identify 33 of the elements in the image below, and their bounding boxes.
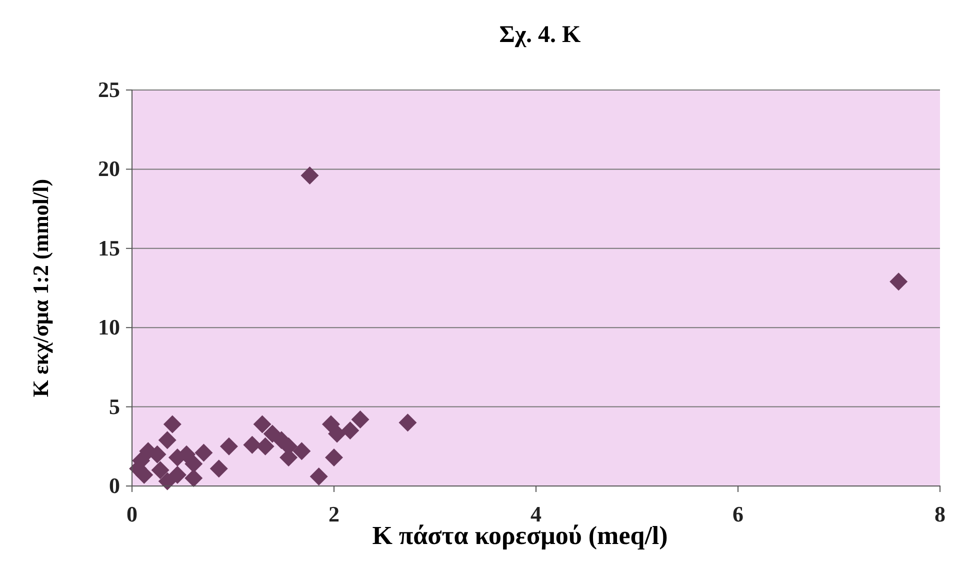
point [210, 460, 228, 478]
point [292, 442, 311, 460]
y-tick-label: 20 [98, 156, 120, 182]
y-tick-label: 15 [98, 235, 120, 260]
point [253, 415, 272, 434]
point [158, 472, 176, 490]
chart-title: Σχ. 4. K [499, 22, 582, 48]
x-tick-label: 0 [126, 502, 138, 527]
point [351, 410, 370, 428]
y-axis-title: K εκχ/σμα 1:2 (mmol/l) [28, 178, 53, 398]
point [194, 444, 213, 462]
x-tick-label: 6 [732, 502, 744, 527]
point [398, 414, 417, 432]
y-tick-label: 10 [98, 314, 120, 340]
x-tick-label: 8 [934, 502, 946, 527]
point [325, 448, 343, 466]
point [328, 424, 346, 443]
x-tick-label: 2 [328, 502, 340, 527]
y-tick-label: 0 [109, 473, 120, 498]
point [168, 466, 186, 484]
point [310, 467, 328, 486]
point [300, 166, 319, 185]
point [256, 437, 274, 456]
y-tick-label: 5 [109, 394, 120, 419]
point [220, 437, 238, 456]
point [341, 422, 360, 440]
point [163, 415, 182, 434]
point [184, 469, 203, 488]
point [151, 461, 170, 480]
y-tick-label: 25 [98, 77, 120, 102]
point [890, 272, 908, 291]
point [158, 431, 176, 450]
point [243, 436, 262, 454]
